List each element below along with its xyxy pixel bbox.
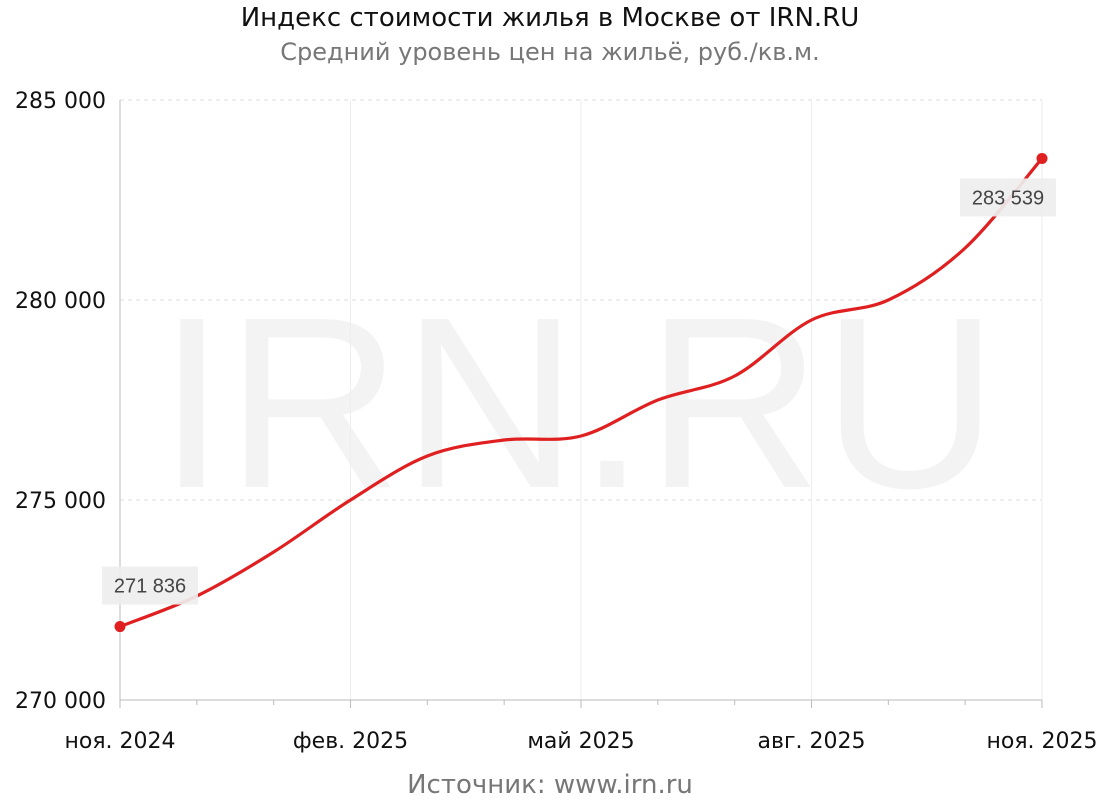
endpoint-marker	[114, 621, 126, 633]
data-label-box	[960, 178, 1056, 217]
watermark-text: IRN.RU	[158, 266, 998, 539]
endpoint-marker	[1036, 152, 1048, 164]
y-tick-label: 280 000	[15, 289, 106, 314]
y-axis-ticks: 270 000 275 000 280 000 285 000	[15, 89, 106, 714]
chart-title: Индекс стоимости жилья в Москве от IRN.R…	[240, 3, 860, 33]
data-label: 271 836	[114, 576, 186, 598]
y-tick-label: 275 000	[15, 489, 106, 514]
series-layer	[118, 156, 1044, 629]
data-label-box	[102, 566, 198, 605]
x-tick-label: фев. 2025	[293, 729, 408, 754]
x-tick-label: ноя. 2024	[64, 729, 175, 754]
x-tick-label: ноя. 2025	[986, 729, 1097, 754]
source-note: Источник: www.irn.ru	[407, 770, 693, 800]
data-label: 283 539	[972, 187, 1044, 209]
series-line	[118, 156, 1044, 629]
x-tick-label: авг. 2025	[758, 729, 866, 754]
data-labels: 271 836 283 539	[102, 152, 1056, 633]
y-tick-label: 270 000	[15, 689, 106, 714]
y-tick-label: 285 000	[15, 89, 106, 114]
x-tick-label: май 2025	[527, 729, 634, 754]
x-axis-ticks: ноя. 2024 фев. 2025 май 2025 авг. 2025 ноя. …	[64, 729, 1097, 754]
chart-subtitle: Средний уровень цен на жильё, руб./кв.м.	[280, 38, 820, 66]
